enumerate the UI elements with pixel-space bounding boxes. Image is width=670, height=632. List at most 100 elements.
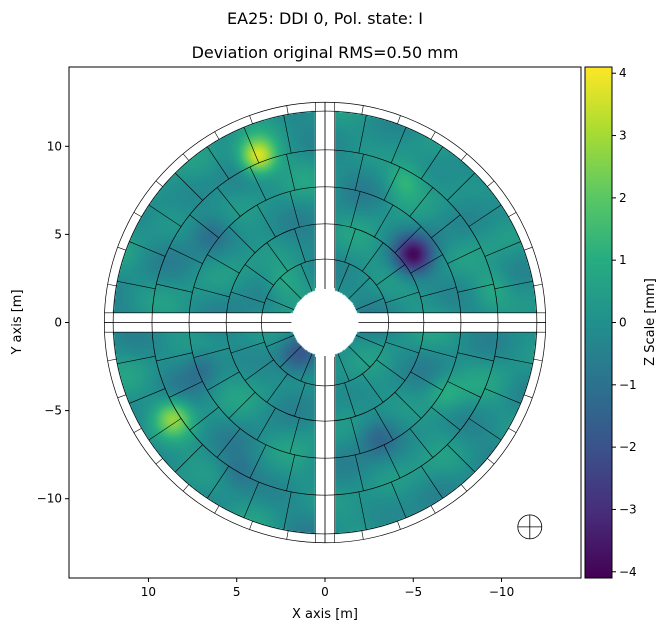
x-tick-label: 10: [141, 585, 156, 599]
panel-divider: [397, 115, 401, 124]
panel-divider: [244, 264, 274, 286]
panel-divider: [447, 444, 476, 473]
panel-divider: [216, 187, 241, 217]
chart-title: Deviation original RMS=0.50 mm: [192, 43, 459, 62]
x-tick-label: 5: [233, 585, 241, 599]
panel-divider: [168, 247, 203, 264]
panel-divider: [300, 353, 313, 382]
x-axis-label: X axis [m]: [292, 607, 358, 622]
panel-divider: [216, 428, 241, 458]
y-tick-label: −10: [37, 492, 62, 506]
colorbar-tick-label: 3: [619, 129, 627, 143]
panel-divider: [193, 287, 230, 298]
panel-divider: [249, 521, 253, 530]
x-tick-label: −5: [404, 585, 422, 599]
y-tick-label: 10: [47, 139, 62, 153]
panel-divider: [207, 254, 240, 274]
panel-divider: [286, 530, 289, 540]
panel-divider: [487, 458, 495, 465]
y-tick-label: 5: [54, 227, 62, 241]
panel-divider: [207, 465, 230, 499]
panel-divider: [189, 214, 219, 239]
panel-divider: [344, 228, 356, 263]
panel-divider: [487, 180, 495, 187]
panel-divider: [129, 241, 166, 257]
panel-divider: [294, 228, 306, 263]
y-axis-label: Y axis [m]: [10, 289, 25, 355]
panel-divider: [374, 204, 394, 238]
panel-divider: [155, 458, 163, 465]
panel-divider: [355, 297, 384, 310]
x-tick-label: −10: [489, 585, 514, 599]
panel-divider: [300, 263, 313, 292]
panel-divider: [286, 454, 296, 491]
panel-divider: [107, 283, 117, 287]
panel-divider: [207, 371, 240, 391]
x-axis: 10 5 0 −5 −10: [141, 578, 514, 599]
panel-divider: [420, 465, 443, 499]
panel-divider: [230, 341, 265, 354]
panel-divider: [228, 226, 256, 253]
plot-area: [69, 67, 581, 578]
panel-divider: [289, 417, 300, 454]
panel-divider: [230, 291, 265, 304]
panel-divider: [337, 263, 350, 292]
panel-divider: [249, 166, 267, 201]
panel-divider: [174, 172, 203, 201]
panel-divider: [286, 154, 296, 191]
panel-divider: [431, 406, 461, 431]
panel-divider: [447, 172, 476, 201]
panel-divider: [266, 335, 295, 348]
panel-divider: [420, 347, 457, 358]
panel-divider: [344, 382, 356, 417]
panel-divider: [468, 418, 502, 441]
panel-divider: [358, 491, 367, 530]
panel-divider: [354, 154, 364, 191]
panel-divider: [383, 444, 401, 479]
panel-divider: [494, 280, 533, 290]
panel-divider: [354, 454, 364, 491]
panel-divider: [289, 191, 300, 228]
colorbar-tick-label: −4: [619, 565, 637, 579]
panel-divider: [355, 335, 384, 348]
panel-divider: [390, 481, 407, 518]
colorbar-tick-label: −1: [619, 378, 637, 392]
panel-divider: [279, 277, 302, 300]
panel-divider: [117, 394, 127, 399]
panel-divider: [156, 352, 193, 362]
panel-divider: [361, 105, 364, 115]
panel-divider: [523, 246, 533, 251]
colorbar-tick-label: 0: [619, 316, 627, 330]
panel-divider: [431, 214, 461, 239]
panel-divider: [383, 166, 401, 201]
panel-divider: [420, 287, 457, 298]
panel-divider: [207, 146, 230, 180]
panel-divider: [168, 381, 203, 398]
panel-divider: [508, 427, 517, 433]
panel-divider: [156, 283, 193, 293]
panel-divider: [117, 246, 127, 251]
panel-divider: [249, 115, 253, 124]
panel-divider: [133, 427, 142, 433]
panel-divider: [182, 484, 190, 492]
panel-divider: [348, 277, 371, 300]
panel-divider: [394, 226, 422, 253]
panel-divider: [385, 291, 420, 304]
panel-divider: [266, 373, 288, 403]
colorbar-gradient: [584, 66, 613, 579]
panel-divider: [148, 204, 182, 227]
panel-divider: [484, 241, 521, 257]
panel-divider: [256, 407, 276, 441]
panel-divider: [214, 505, 220, 514]
panel-divider: [358, 115, 367, 154]
panel-divider: [533, 358, 543, 362]
panel-divider: [294, 382, 306, 417]
panel-divider: [348, 345, 371, 368]
panel-divider: [283, 115, 292, 154]
panel-divider: [279, 345, 302, 368]
panel-divider: [460, 484, 468, 492]
panel-divider: [243, 481, 260, 518]
panel-divider: [484, 388, 521, 404]
y-tick-label: −5: [44, 404, 62, 418]
